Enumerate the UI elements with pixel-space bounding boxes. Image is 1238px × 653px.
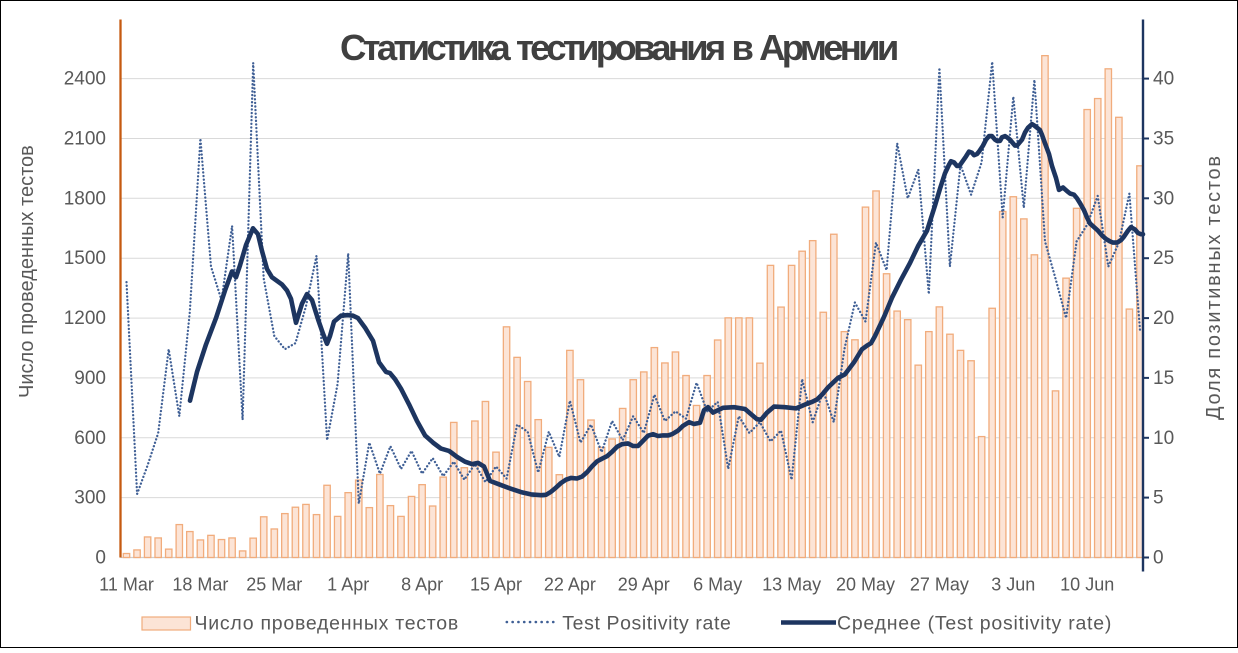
svg-text:10 Jun: 10 Jun <box>1060 575 1114 595</box>
svg-text:6 May: 6 May <box>693 575 742 595</box>
svg-text:20: 20 <box>1153 308 1174 329</box>
svg-text:27 May: 27 May <box>910 575 969 595</box>
svg-text:20 May: 20 May <box>836 575 895 595</box>
svg-text:2400: 2400 <box>64 69 106 90</box>
svg-text:600: 600 <box>74 428 106 449</box>
svg-text:Статистика тестирования в Арме: Статистика тестирования в Армении <box>340 27 897 68</box>
svg-text:3 Jun: 3 Jun <box>991 575 1035 595</box>
svg-text:Число проведенных тестов: Число проведенных тестов <box>16 145 38 398</box>
svg-text:0: 0 <box>95 548 106 569</box>
svg-text:1500: 1500 <box>64 248 106 269</box>
svg-text:15: 15 <box>1153 368 1174 389</box>
svg-text:25: 25 <box>1153 248 1174 269</box>
svg-text:11 Mar: 11 Mar <box>99 575 154 595</box>
svg-text:1800: 1800 <box>64 188 106 209</box>
svg-text:35: 35 <box>1153 129 1174 150</box>
svg-text:1 Apr: 1 Apr <box>327 575 369 595</box>
svg-text:1200: 1200 <box>64 308 106 329</box>
svg-text:Среднее (Test positivity rate): Среднее (Test positivity rate) <box>837 613 1112 635</box>
svg-text:10: 10 <box>1153 428 1174 449</box>
svg-text:30: 30 <box>1153 188 1174 209</box>
svg-text:15 Apr: 15 Apr <box>470 575 522 595</box>
svg-text:13 May: 13 May <box>762 575 821 595</box>
svg-text:8 Apr: 8 Apr <box>401 575 443 595</box>
svg-text:25 Mar: 25 Mar <box>246 575 302 595</box>
svg-text:2100: 2100 <box>64 129 106 150</box>
svg-text:900: 900 <box>74 368 106 389</box>
svg-text:Test Positivity rate: Test Positivity rate <box>562 613 731 635</box>
svg-text:Доля позитивных тестов: Доля позитивных тестов <box>1203 154 1225 420</box>
svg-text:40: 40 <box>1153 69 1174 90</box>
svg-text:29 Apr: 29 Apr <box>618 575 670 595</box>
svg-text:18 Mar: 18 Mar <box>172 575 228 595</box>
svg-text:5: 5 <box>1153 488 1164 509</box>
svg-text:300: 300 <box>74 488 106 509</box>
svg-text:Число проведенных тестов: Число проведенных тестов <box>195 613 459 635</box>
svg-text:22 Apr: 22 Apr <box>544 575 596 595</box>
svg-text:0: 0 <box>1153 548 1164 569</box>
